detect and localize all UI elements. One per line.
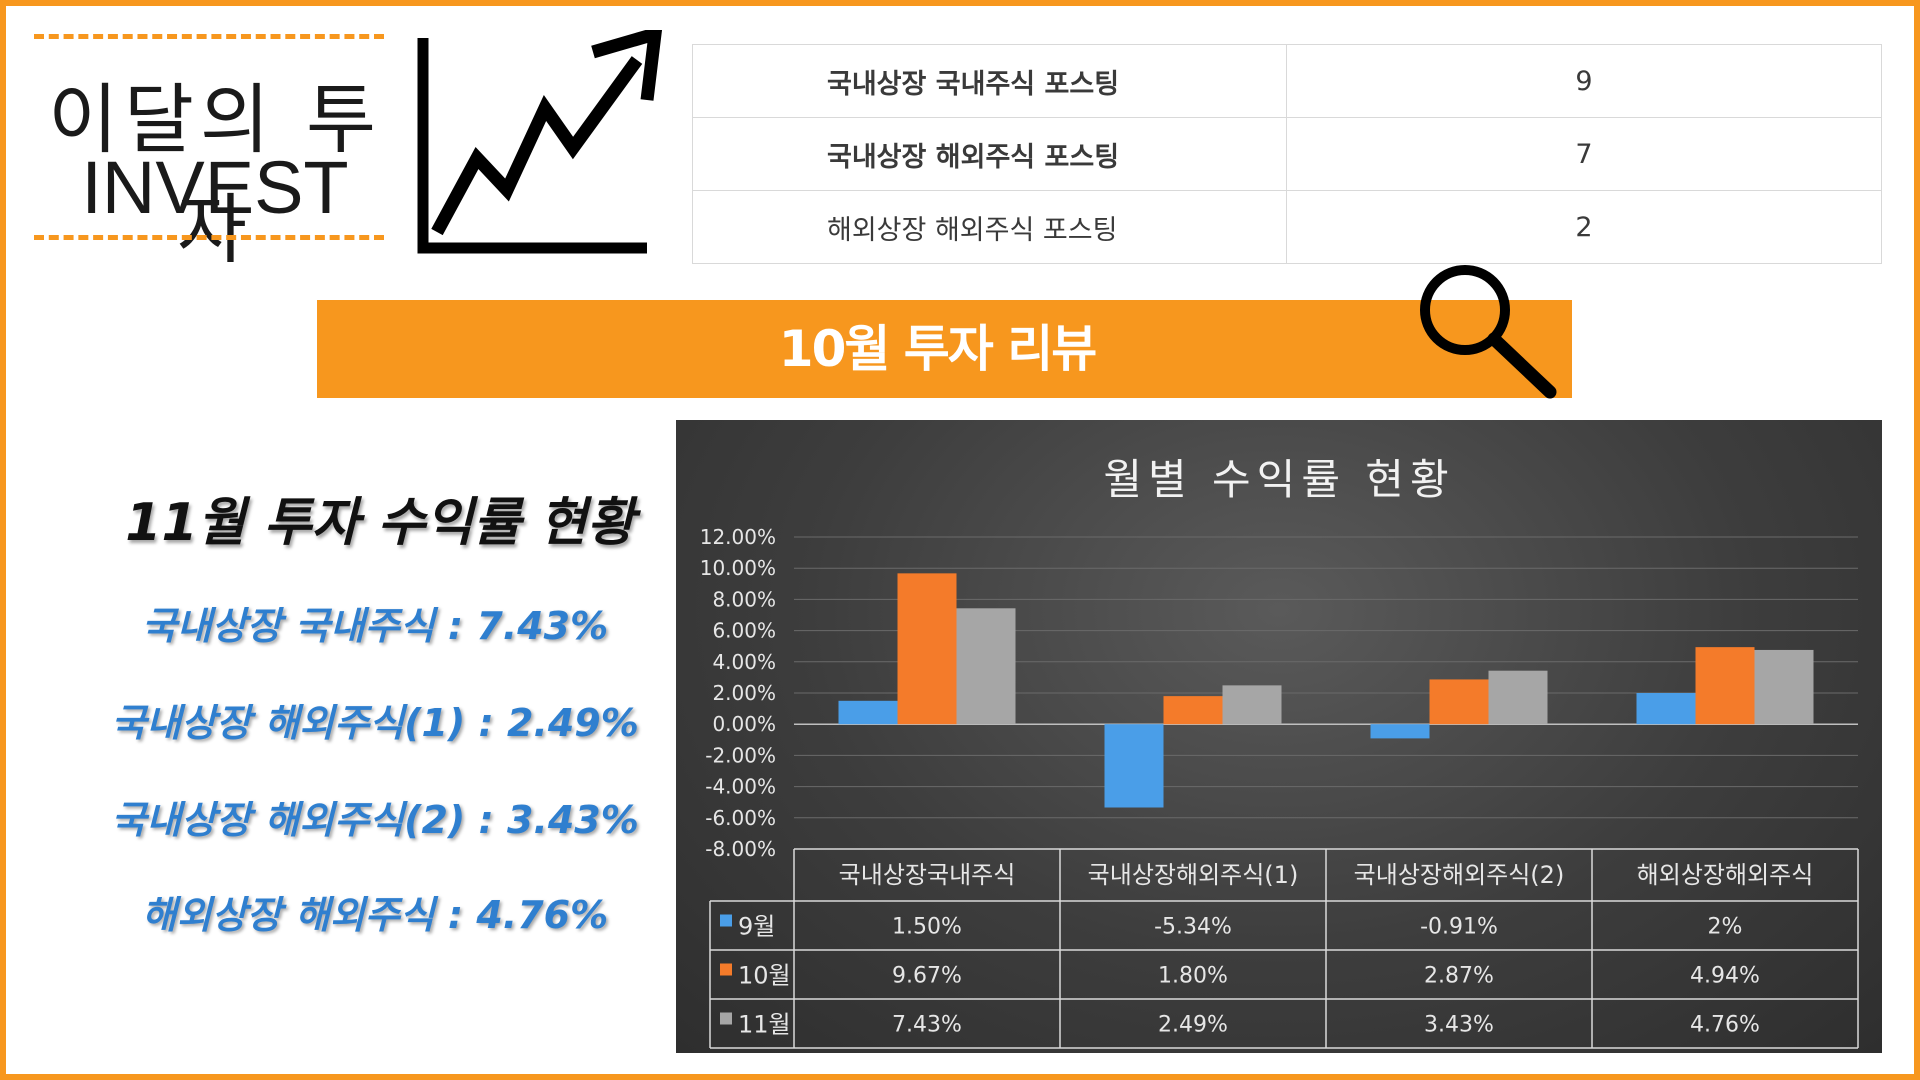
posting-summary-table: 국내상장 국내주식 포스팅 9 국내상장 해외주식 포스팅 7 해외상장 해외주… <box>692 44 1882 264</box>
data-label: 2.49% <box>1158 1013 1228 1038</box>
table-row: 국내상장 국내주식 포스팅 9 <box>692 44 1882 118</box>
chart-panel: 월별 수익률 현황 12.00% 10.00% 8.00% 6.00% 4.00% 2.0… <box>676 420 1882 1053</box>
category-label: 국내상장국내주식 <box>839 861 1016 889</box>
bar <box>1429 679 1489 725</box>
bar <box>1695 647 1755 725</box>
data-label: 9.67% <box>892 964 962 989</box>
return-item: 국내상장 해외주식(2) : 3.43% <box>111 798 639 842</box>
bar <box>1488 670 1548 725</box>
summary-label: 해외상장 해외주식 포스팅 <box>692 190 1287 264</box>
data-label: 1.80% <box>1158 964 1228 989</box>
bar <box>1104 724 1164 808</box>
table-row: 국내상장 해외주식 포스팅 7 <box>692 117 1882 191</box>
series-label: 11월 <box>738 1011 791 1039</box>
logo-dash-top <box>34 34 384 39</box>
banner-title: 10월 투자 리뷰 <box>778 320 1097 378</box>
table-row: 해외상장 해외주식 포스팅 2 <box>692 190 1882 264</box>
data-label: 2% <box>1708 915 1743 940</box>
review-banner: 10월 투자 리뷰 <box>317 300 1572 398</box>
y-tick-label: 4.00% <box>712 650 776 674</box>
y-tick-label: 12.00% <box>700 525 776 549</box>
data-label: -5.34% <box>1154 915 1232 940</box>
legend-key <box>720 914 732 927</box>
return-item: 해외상장 해외주식 : 4.76% <box>141 893 609 937</box>
summary-value: 9 <box>1286 44 1882 118</box>
data-label: 4.76% <box>1690 1013 1760 1038</box>
trend-up-arrow-icon <box>417 30 663 254</box>
category-label: 국내상장해외주식(2) <box>1354 861 1565 889</box>
summary-value: 2 <box>1286 190 1882 264</box>
magnifier-icon <box>1420 265 1557 399</box>
chart-title: 월별 수익률 현황 <box>1103 455 1455 504</box>
summary-label: 국내상장 해외주식 포스팅 <box>692 117 1287 191</box>
y-tick-label: 2.00% <box>712 681 776 705</box>
return-item: 국내상장 국내주식 : 7.43% <box>141 604 609 648</box>
series-label: 10월 <box>738 962 791 990</box>
bar <box>1636 693 1696 725</box>
data-label: 2.87% <box>1424 964 1494 989</box>
y-tick-label: 6.00% <box>712 619 776 643</box>
data-label: 7.43% <box>892 1013 962 1038</box>
y-tick-label: -4.00% <box>705 775 776 799</box>
y-tick-label: -8.00% <box>705 837 776 861</box>
logo-dash-bottom <box>34 235 384 240</box>
logo-line2: INVEST <box>81 146 349 229</box>
returns-title: 11월 투자 수익률 현황 <box>125 493 635 553</box>
y-tick-label: 0.00% <box>712 712 776 736</box>
category-label: 국내상장해외주식(1) <box>1088 861 1299 889</box>
legend-key <box>720 1012 732 1025</box>
category-label: 해외상장해외주식 <box>1637 861 1814 889</box>
bar <box>1163 696 1223 725</box>
legend-key <box>720 963 732 976</box>
data-label: 4.94% <box>1690 964 1760 989</box>
return-item: 국내상장 해외주식(1) : 2.49% <box>111 701 639 745</box>
series-label: 9월 <box>738 913 775 941</box>
bar <box>1222 685 1282 725</box>
bar <box>897 573 957 725</box>
data-label: 1.50% <box>892 915 962 940</box>
bar <box>956 608 1016 725</box>
y-tick-label: 10.00% <box>700 556 776 580</box>
bar <box>838 700 898 725</box>
data-label: 3.43% <box>1424 1013 1494 1038</box>
bar <box>1370 724 1430 739</box>
summary-value: 7 <box>1286 117 1882 191</box>
y-tick-label: -2.00% <box>705 743 776 767</box>
summary-label: 국내상장 국내주식 포스팅 <box>692 44 1287 118</box>
logo: 이달의 투자 INVEST <box>30 30 390 274</box>
logo-line1: 이달의 투자 <box>48 75 382 274</box>
data-label: -0.91% <box>1420 915 1498 940</box>
y-tick-label: 8.00% <box>712 587 776 611</box>
y-tick-label: -6.00% <box>705 806 776 830</box>
monthly-return-chart: 12.00% 10.00% 8.00% 6.00% 4.00% 2.00% 0.00% -2.… <box>700 525 1859 1049</box>
bar <box>1754 649 1814 725</box>
